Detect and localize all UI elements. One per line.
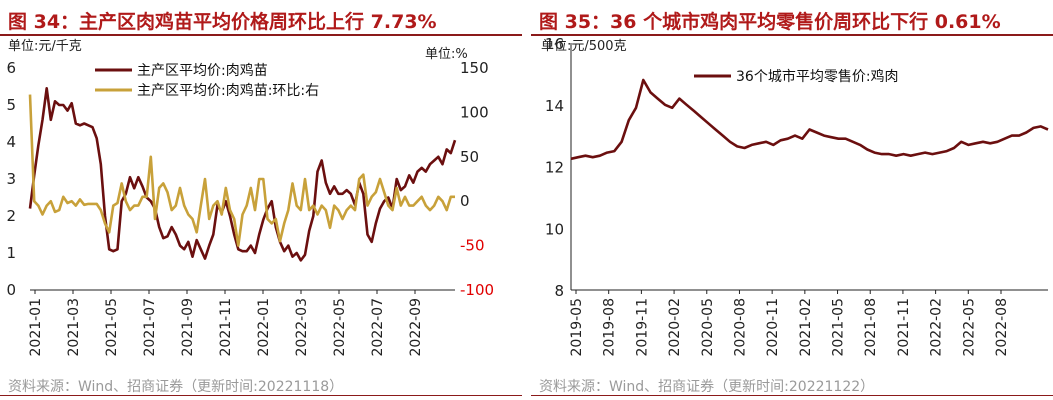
x-tick-label: 2020-02: [667, 298, 683, 357]
y-tick-label-left: 4: [6, 133, 16, 151]
y-tick-label-right: -50: [460, 237, 485, 255]
legend-label-1: 主产区平均价:肉鸡苗: [137, 62, 268, 79]
y-tick-label-left: 1: [6, 244, 16, 262]
y-tick-label-right: -100: [460, 281, 494, 299]
series-line-1: [28, 86, 457, 262]
y-tick-label: 14: [545, 97, 564, 115]
x-tick-label: 2021-05: [831, 298, 847, 357]
left-axis-unit: 单位:元/500克: [541, 39, 627, 54]
y-tick-label: 8: [554, 282, 564, 300]
x-tick-label: 2020-11: [765, 298, 781, 357]
x-tick-label: 2021-02: [798, 298, 814, 357]
x-tick-label: 2019-08: [602, 298, 618, 357]
left-axis-unit: 单位:元/千克: [8, 39, 82, 54]
x-tick-label: 2022-05: [332, 298, 348, 357]
x-tick-label: 2022-05: [961, 298, 977, 357]
y-tick-label: 12: [545, 159, 564, 177]
right-chart-panel: 图 35：36 个城市鸡肉平均零售价周环比下行 0.61% 单位:元/500克 8…: [531, 0, 1053, 400]
x-tick-label: 2021-11: [218, 298, 234, 357]
legend-label-2: 主产区平均价:肉鸡苗:环比:右: [137, 82, 319, 99]
source-note: 资料来源：Wind、招商证券（更新时间:20221118）: [8, 379, 344, 395]
divider: [0, 395, 522, 396]
right-axis-unit: 单位:%: [425, 47, 468, 62]
x-tick-label: 2022-03: [294, 298, 310, 357]
x-tick-label: 2020-08: [732, 298, 748, 357]
y-tick-label-right: 0: [460, 192, 470, 210]
title-bar: 图 34：主产区肉鸡苗平均价格周环比上行 7.73%: [0, 2, 522, 36]
left-chart-panel: 图 34：主产区肉鸡苗平均价格周环比上行 7.73% 单位:元/千克单位:% 0 1…: [0, 0, 522, 400]
y-tick-label: 10: [545, 220, 564, 238]
y-tick-label-right: 50: [460, 148, 479, 166]
x-tick-label: 2022-07: [370, 298, 386, 357]
y-tick-label: 16: [545, 36, 564, 53]
series-line-2: [28, 94, 455, 247]
x-tick-label: 2019-11: [634, 298, 650, 357]
x-tick-label: 2021-07: [142, 298, 158, 357]
x-tick-label: 2021-01: [28, 298, 44, 357]
x-tick-label: 2019-05: [569, 298, 585, 357]
y-tick-label-right: 150: [460, 59, 489, 77]
divider: [531, 395, 1053, 396]
y-tick-label-right: 100: [460, 103, 489, 121]
y-tick-label-left: 0: [6, 281, 16, 299]
series-line-1: [570, 78, 1049, 161]
y-tick-label-left: 2: [6, 207, 16, 225]
legend-label-1: 36个城市平均零售价:鸡肉: [736, 68, 899, 85]
y-tick-label-left: 5: [6, 96, 16, 114]
x-tick-label: 2020-05: [700, 298, 716, 357]
x-tick-label: 2021-11: [896, 298, 912, 357]
x-tick-label: 2021-09: [180, 298, 196, 357]
x-tick-label: 2021-05: [104, 298, 120, 357]
x-tick-label: 2021-03: [66, 298, 82, 357]
x-tick-label: 2022-09: [408, 298, 424, 357]
source-note: 资料来源：Wind、招商证券（更新时间:20221122）: [539, 379, 875, 395]
x-tick-label: 2022-02: [929, 298, 945, 357]
x-tick-label: 2021-08: [863, 298, 879, 357]
y-tick-label-left: 3: [6, 170, 16, 188]
right-chart-svg: 单位:元/500克 8 10 12 14 16 2019-05 2019-08 2019-11 2…: [541, 36, 1049, 357]
chart-title: 图 34：主产区肉鸡苗平均价格周环比上行 7.73%: [8, 11, 437, 33]
title-bar: 图 35：36 个城市鸡肉平均零售价周环比下行 0.61%: [531, 2, 1053, 36]
x-tick-label: 2022-08: [994, 298, 1010, 357]
y-tick-label-left: 6: [6, 59, 16, 77]
chart-title: 图 35：36 个城市鸡肉平均零售价周环比下行 0.61%: [539, 11, 1001, 33]
x-tick-label: 2022-01: [256, 298, 272, 357]
